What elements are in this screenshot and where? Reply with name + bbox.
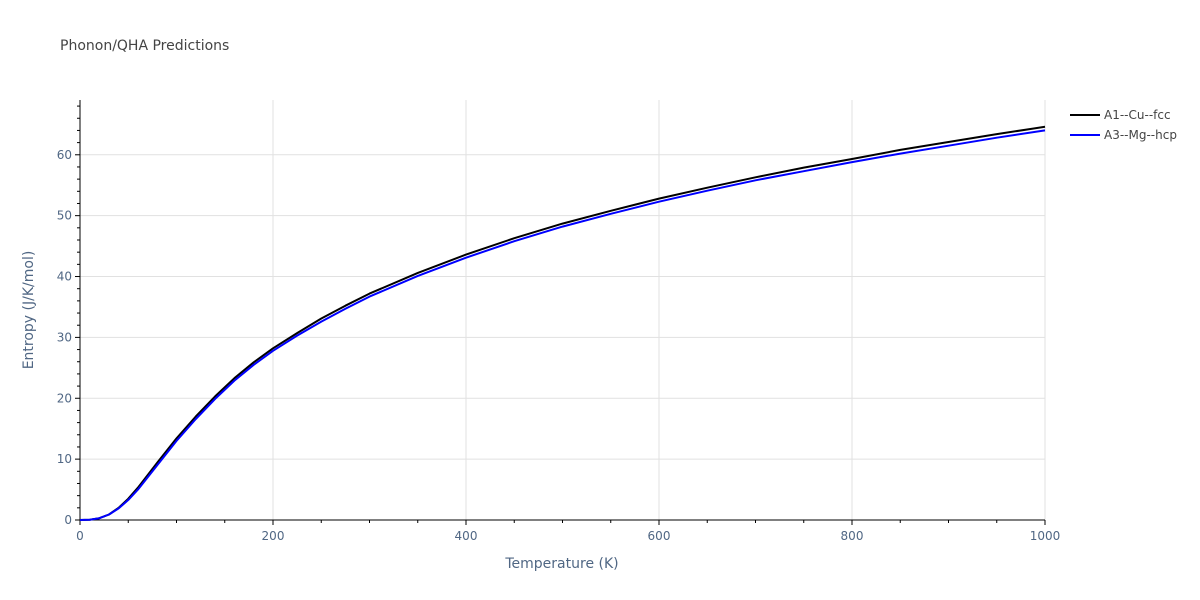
x-tick-label: 600 (648, 529, 671, 543)
axes: 0 200 400 600 800 1000 0 10 20 30 40 50 60 (57, 100, 1061, 543)
x-tick-label: 0 (76, 529, 84, 543)
y-tick-label: 50 (57, 209, 72, 223)
legend-item-1[interactable]: A1--Cu--fcc (1070, 108, 1171, 122)
y-tick-label: 60 (57, 148, 72, 162)
grid (80, 100, 1046, 520)
x-tick-label: 1000 (1030, 529, 1061, 543)
chart-title: Phonon/QHA Predictions (60, 38, 229, 54)
x-tick-label: 200 (262, 529, 285, 543)
x-axis-title: Temperature (K) (504, 556, 618, 572)
y-tick-label: 0 (64, 513, 72, 527)
series-lines (79, 125, 1046, 521)
legend-label: A3--Mg--hcp (1104, 128, 1177, 142)
legend[interactable]: A1--Cu--fcc A3--Mg--hcp (1070, 108, 1177, 142)
series-line-2[interactable] (79, 129, 1046, 521)
y-tick-label: 20 (57, 391, 72, 405)
legend-item-2[interactable]: A3--Mg--hcp (1070, 128, 1177, 142)
x-tick-label: 800 (841, 529, 864, 543)
y-tick-label: 30 (57, 330, 72, 344)
y-axis-title: Entropy (J/K/mol) (21, 251, 37, 370)
x-tick-label: 400 (455, 529, 478, 543)
y-tick-label: 40 (57, 270, 72, 284)
legend-label: A1--Cu--fcc (1104, 108, 1171, 122)
y-tick-label: 10 (57, 452, 72, 466)
